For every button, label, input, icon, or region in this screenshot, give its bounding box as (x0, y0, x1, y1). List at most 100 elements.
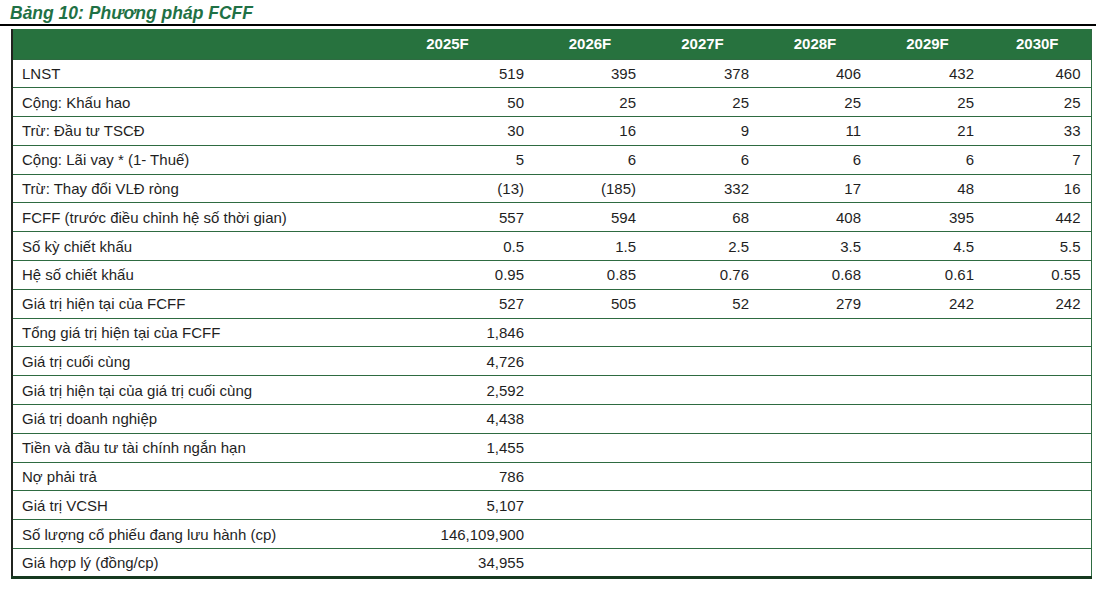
cell-value: 242 (984, 289, 1091, 318)
cell-value (871, 433, 984, 462)
cell-value: 5,107 (361, 491, 534, 520)
cell-value: 1.5 (534, 232, 646, 261)
table-row: Giá trị VCSH5,107 (12, 491, 1091, 520)
cell-value: 4,438 (361, 405, 534, 434)
cell-value (534, 347, 646, 376)
table-row: Giá trị hiện tại của FCFF527505522792422… (12, 289, 1091, 318)
cell-value: 2.5 (646, 232, 759, 261)
table-row: Giá trị hiện tại của giá trị cuối cùng2,… (12, 376, 1091, 405)
row-label: Hệ số chiết khấu (12, 261, 361, 290)
cell-value: 557 (361, 203, 534, 232)
row-label: Trừ: Thay đổi VLĐ ròng (12, 174, 361, 203)
cell-value (871, 376, 984, 405)
row-label: Tổng giá trị hiện tại của FCFF (12, 318, 361, 347)
cell-value (984, 318, 1091, 347)
cell-value: 527 (361, 289, 534, 318)
header-cell-year-2026f: 2026F (534, 29, 646, 59)
cell-value (534, 491, 646, 520)
row-label: Tiền và đầu tư tài chính ngắn hạn (12, 433, 361, 462)
row-label: Nợ phải trả (12, 462, 361, 491)
cell-value (759, 491, 871, 520)
table-row: Tổng giá trị hiện tại của FCFF1,846 (12, 318, 1091, 347)
cell-value: 21 (871, 117, 984, 146)
cell-value: 16 (534, 117, 646, 146)
cell-value: 786 (361, 462, 534, 491)
table-row: Giá hợp lý (đồng/cp)34,955 (12, 549, 1091, 578)
cell-value: 460 (984, 59, 1091, 88)
cell-value: 16 (984, 174, 1091, 203)
cell-value: 30 (361, 117, 534, 146)
cell-value: 33 (984, 117, 1091, 146)
cell-value: 9 (646, 117, 759, 146)
table-row: Nợ phải trả786 (12, 462, 1091, 491)
header-cell-year-2029f: 2029F (871, 29, 984, 59)
cell-value: 48 (871, 174, 984, 203)
cell-value (646, 491, 759, 520)
cell-value: 1,846 (361, 318, 534, 347)
cell-value (984, 491, 1091, 520)
cell-value (759, 433, 871, 462)
cell-value: 146,109,900 (361, 520, 534, 549)
cell-value: 0.55 (984, 261, 1091, 290)
cell-value (646, 318, 759, 347)
cell-value (534, 520, 646, 549)
cell-value (759, 347, 871, 376)
fcff-table: 2025F2026F2027F2028F2029F2030F LNST51939… (11, 29, 1092, 579)
cell-value: 0.68 (759, 261, 871, 290)
cell-value: 1,455 (361, 433, 534, 462)
cell-value (759, 462, 871, 491)
cell-value (646, 376, 759, 405)
cell-value: 25 (984, 88, 1091, 117)
header-cell-year-2028f: 2028F (759, 29, 871, 59)
cell-value (871, 549, 984, 578)
cell-value: 25 (646, 88, 759, 117)
table-row: Trừ: Đầu tư TSCĐ30169112133 (12, 117, 1091, 146)
cell-value (646, 520, 759, 549)
cell-value (871, 462, 984, 491)
cell-value: 378 (646, 59, 759, 88)
row-label: LNST (12, 59, 361, 88)
row-label: Cộng: Lãi vay * (1- Thuế) (12, 145, 361, 174)
cell-value (646, 405, 759, 434)
title-divider (0, 24, 1096, 26)
row-label: Giá trị VCSH (12, 491, 361, 520)
cell-value: 505 (534, 289, 646, 318)
cell-value: 6 (871, 145, 984, 174)
row-label: Số kỳ chiết khấu (12, 232, 361, 261)
cell-value (759, 318, 871, 347)
cell-value: 6 (534, 145, 646, 174)
cell-value: 52 (646, 289, 759, 318)
header-row: 2025F2026F2027F2028F2029F2030F (12, 29, 1091, 59)
cell-value: 279 (759, 289, 871, 318)
row-label: Giá trị cuối cùng (12, 347, 361, 376)
cell-value: (185) (534, 174, 646, 203)
cell-value: 332 (646, 174, 759, 203)
cell-value: 0.85 (534, 261, 646, 290)
cell-value: 34,955 (361, 549, 534, 578)
cell-value (984, 433, 1091, 462)
cell-value: 395 (534, 59, 646, 88)
row-label: Giá trị doanh nghiệp (12, 405, 361, 434)
cell-value: 442 (984, 203, 1091, 232)
cell-value: 25 (759, 88, 871, 117)
cell-value (871, 491, 984, 520)
cell-value (871, 405, 984, 434)
table-row: Cộng: Khấu hao502525252525 (12, 88, 1091, 117)
cell-value: (13) (361, 174, 534, 203)
cell-value (534, 433, 646, 462)
report-page: Bảng 10: Phương pháp FCFF 2025F2026F2027… (0, 0, 1099, 579)
cell-value (759, 549, 871, 578)
cell-value: 3.5 (759, 232, 871, 261)
cell-value (534, 549, 646, 578)
cell-value: 0.76 (646, 261, 759, 290)
row-label: Cộng: Khấu hao (12, 88, 361, 117)
cell-value: 4,726 (361, 347, 534, 376)
cell-value: 4.5 (871, 232, 984, 261)
cell-value: 25 (534, 88, 646, 117)
table-row: Giá trị doanh nghiệp4,438 (12, 405, 1091, 434)
cell-value: 0.5 (361, 232, 534, 261)
cell-value: 0.61 (871, 261, 984, 290)
row-label: Số lượng cổ phiếu đang lưu hành (cp) (12, 520, 361, 549)
cell-value: 0.95 (361, 261, 534, 290)
cell-value (871, 318, 984, 347)
